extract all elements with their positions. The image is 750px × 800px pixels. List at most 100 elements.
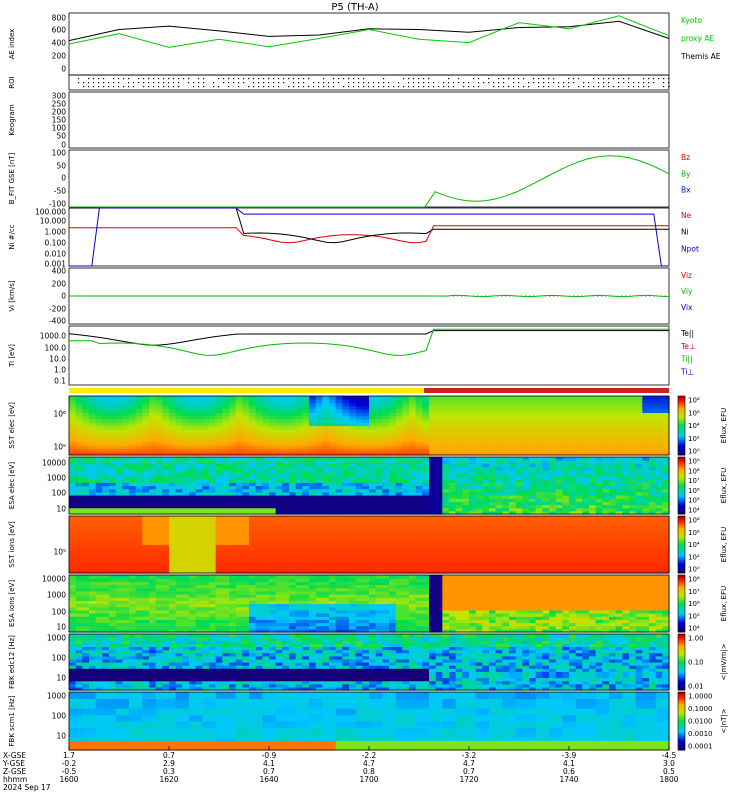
spectrogram-cell (249, 445, 257, 450)
spectrogram-cell (229, 438, 237, 443)
spectrogram-cell (562, 428, 570, 433)
spectrogram-cell (615, 405, 623, 410)
spectrogram-cell (402, 519, 410, 523)
spectrogram-cell (209, 498, 217, 502)
spectrogram-cell (622, 563, 630, 568)
spectrogram-cell (335, 550, 343, 555)
spectrogram-cell (615, 488, 623, 493)
spectrogram-cell (409, 491, 417, 496)
spectrogram-cell (449, 415, 457, 420)
spectrogram-cell (295, 445, 303, 450)
spectrogram-cell (649, 547, 657, 552)
spectrogram-cell (242, 451, 250, 456)
spectrogram-cell (335, 519, 343, 523)
spectrogram-cell (89, 472, 97, 477)
spectrogram-cell (109, 428, 117, 433)
spectrogram-cell (542, 396, 550, 400)
spectrogram-cell (369, 519, 377, 523)
spectrogram-cell (302, 547, 310, 552)
spectrogram-cell (615, 418, 623, 423)
spectrogram-cell (249, 485, 257, 490)
spectrogram-cell (589, 488, 597, 493)
spectrogram-cell (189, 495, 197, 499)
spectrogram-cell (662, 422, 670, 427)
spectrogram-cell (602, 550, 610, 555)
spectrogram-cell (402, 476, 410, 480)
spectrogram-cell (229, 425, 237, 430)
spectrogram-cell (409, 409, 417, 413)
spectrogram-cell (82, 498, 90, 502)
spectrogram-cell (402, 488, 410, 493)
spectrogram-cell (422, 457, 430, 461)
spectrogram-cell (482, 460, 490, 464)
spectrogram-cell (482, 445, 490, 450)
spectrogram-cell (75, 472, 83, 477)
spectrogram-cell (209, 396, 217, 400)
spectrogram-cell (329, 422, 337, 427)
spectrogram-cell (69, 466, 77, 471)
spectrogram-cell (242, 460, 250, 464)
spectrogram-cell (75, 603, 83, 608)
ytick-label: -100 (49, 200, 66, 209)
spectrogram-cell (589, 418, 597, 423)
spectrogram-cell (215, 491, 223, 496)
spectrogram-cell (135, 516, 143, 520)
spectrogram-cell (442, 432, 450, 436)
spectrogram-cell (95, 516, 103, 520)
spectrogram-cell (195, 560, 203, 565)
spectrogram-cell (635, 435, 643, 440)
spectrogram-cell (522, 566, 530, 571)
spectrogram-cell (315, 415, 323, 420)
spectrogram-cell (549, 528, 557, 533)
spectrogram-cell (642, 466, 650, 471)
spectrogram-cell (482, 566, 490, 571)
spectrogram-cell (469, 422, 477, 427)
spectrogram-cell (322, 479, 330, 483)
spectrogram-cell (462, 563, 470, 568)
spectrogram-cell (662, 498, 670, 502)
spectrogram-cell (562, 554, 570, 558)
spectrogram-cell (575, 415, 583, 420)
spectrogram-cell (329, 428, 337, 433)
spectrogram-cell (229, 485, 237, 490)
spectrogram-cell (129, 522, 137, 527)
spectrogram-cell (449, 519, 457, 523)
spectrogram-cell (95, 547, 103, 552)
spectrogram-cell (329, 445, 337, 450)
spectrogram-cell (635, 448, 643, 453)
spectrogram-cell (469, 460, 477, 464)
spectrogram-cell (395, 460, 403, 464)
spectrogram-cell (442, 491, 450, 496)
spectrogram-cell (89, 396, 97, 400)
spectrogram-cell (449, 507, 457, 512)
spectrogram-cell (142, 557, 150, 561)
spectrogram-cell (595, 412, 603, 417)
spectrogram-cell (302, 522, 310, 527)
spectrogram-cell (169, 535, 177, 539)
spectrogram-cell (429, 435, 437, 440)
spectrogram-cell (262, 507, 270, 512)
spectrogram-cell (429, 501, 437, 506)
spectrogram-cell (82, 547, 90, 552)
spectrogram-cell (135, 418, 143, 423)
spectrogram-cell (555, 560, 563, 565)
spectrogram-cell (622, 504, 630, 509)
spectrogram-cell (309, 466, 317, 471)
spectrogram-cell (489, 519, 497, 523)
spectrogram-cell (315, 531, 323, 536)
spectrogram-cell (209, 415, 217, 420)
spectrogram-cell (569, 432, 577, 436)
spectrogram-cell (542, 405, 550, 410)
spectrogram-cell (242, 448, 250, 453)
spectrogram-cell (562, 495, 570, 499)
spectrogram-cell (555, 476, 563, 480)
spectrogram-cell (609, 435, 617, 440)
spectrogram-cell (589, 425, 597, 430)
spectrogram-cell (442, 488, 450, 493)
spectrogram-cell (335, 432, 343, 436)
spectrogram-cell (429, 538, 437, 542)
spectrogram-cell (462, 525, 470, 530)
spectrogram-cell (162, 485, 170, 490)
spectrogram-cell (335, 531, 343, 536)
spectrogram-cell (75, 422, 83, 427)
